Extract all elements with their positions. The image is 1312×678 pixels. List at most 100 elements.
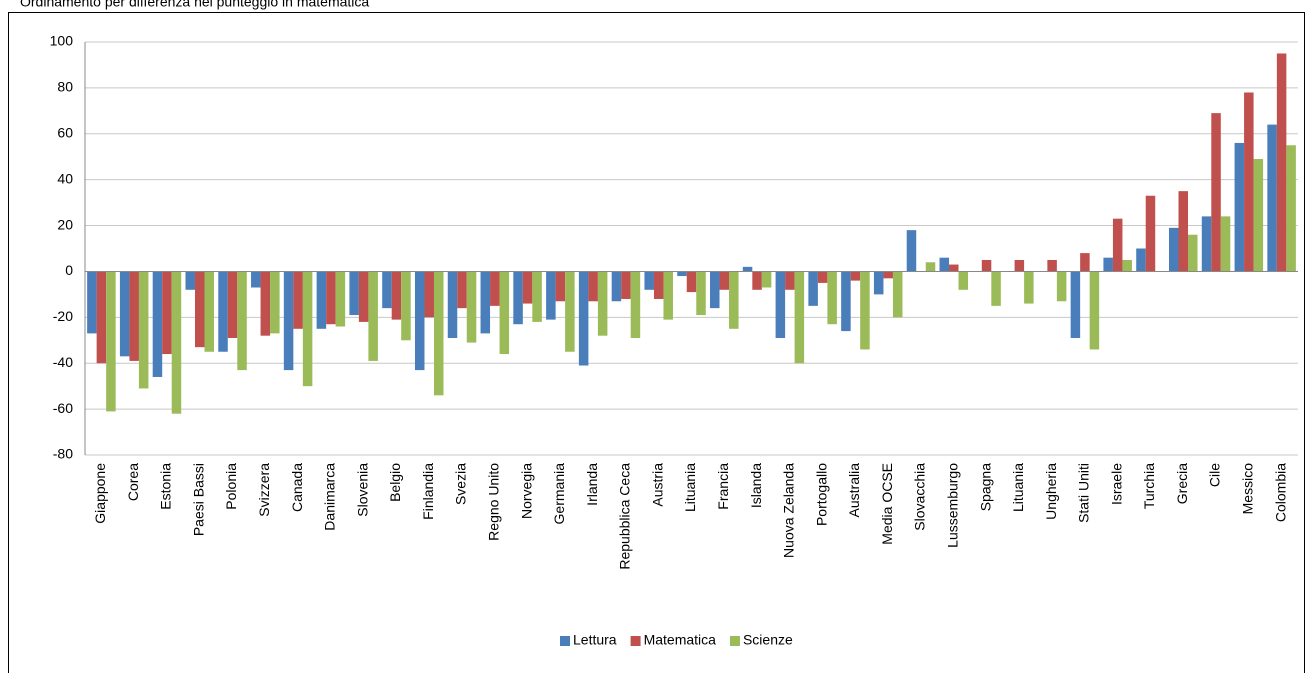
bar [808, 271, 818, 305]
x-tick-label: Islanda [748, 463, 764, 508]
y-tick-label: -80 [53, 446, 73, 462]
bar [1244, 92, 1254, 271]
bar [368, 271, 378, 360]
bar [1024, 271, 1034, 303]
x-tick-label: Estonia [158, 463, 174, 510]
bar [982, 260, 992, 271]
bar [1090, 271, 1100, 349]
y-tick-label: 80 [57, 79, 73, 95]
bar [818, 271, 828, 282]
x-tick-label: Slovenia [354, 463, 370, 517]
bar [1146, 196, 1156, 272]
bar [1136, 249, 1146, 272]
bar [303, 271, 313, 386]
x-tick-label: Slovacchia [912, 463, 928, 531]
x-tick-label: Svizzera [256, 463, 272, 517]
x-tick-label: Lussemburgo [944, 463, 960, 548]
x-tick-label: Colombia [1272, 463, 1288, 522]
bar [841, 271, 851, 331]
bar [1103, 258, 1113, 272]
bar [251, 271, 261, 287]
bar [1169, 228, 1179, 272]
x-tick-label: Lituania [1010, 463, 1026, 512]
legend-swatch [560, 636, 570, 646]
y-tick-label: 40 [57, 170, 73, 186]
bar [851, 271, 861, 280]
bar [1267, 125, 1277, 272]
x-tick-label: Canada [289, 463, 305, 512]
bar [204, 271, 214, 351]
bar [349, 271, 359, 315]
bar [448, 271, 458, 338]
x-tick-label: Turchia [1141, 463, 1157, 509]
bar [1071, 271, 1081, 338]
bar [195, 271, 205, 347]
bar [172, 271, 182, 413]
bar [228, 271, 238, 338]
y-tick-label: -40 [53, 354, 73, 370]
bar [523, 271, 533, 303]
bar [752, 271, 762, 289]
x-tick-label: Israele [1108, 463, 1124, 505]
bar [415, 271, 425, 370]
x-tick-label: Stati Uniti [1076, 463, 1092, 523]
x-tick-label: Cile [1207, 463, 1223, 487]
bar [1277, 53, 1287, 271]
bar [893, 271, 903, 317]
legend-label: Lettura [573, 632, 617, 648]
bar [612, 271, 622, 301]
bar [631, 271, 641, 338]
bar [1254, 159, 1264, 271]
x-tick-label: Belgio [387, 463, 403, 502]
bar [490, 271, 500, 305]
chart-title: Ordinamento per differenza nel punteggio… [20, 0, 369, 10]
y-tick-label: -60 [53, 400, 73, 416]
bar [546, 271, 556, 319]
bar [907, 230, 917, 271]
bar [874, 271, 884, 294]
legend-swatch [631, 636, 641, 646]
bar [336, 271, 346, 326]
x-tick-label: Grecia [1174, 463, 1190, 504]
x-tick-label: Germania [551, 463, 567, 525]
bar [392, 271, 402, 319]
bar [359, 271, 369, 321]
bar [500, 271, 510, 354]
x-tick-label: Australia [846, 463, 862, 518]
bar [762, 271, 772, 287]
bar [785, 271, 795, 289]
bar [237, 271, 247, 370]
bar [729, 271, 739, 328]
x-tick-label: Lituania [682, 463, 698, 512]
bar [1286, 145, 1296, 271]
bar [1188, 235, 1198, 272]
x-tick-label: Repubblica Ceca [617, 463, 633, 570]
bar [1122, 260, 1132, 271]
bar [743, 267, 753, 272]
x-tick-label: Portogallo [813, 463, 829, 526]
x-tick-label: Corea [125, 463, 141, 501]
bar [162, 271, 172, 354]
bar [326, 271, 336, 324]
bar [1202, 216, 1212, 271]
x-tick-label: Paesi Bassi [190, 463, 206, 536]
bar [579, 271, 589, 365]
y-tick-label: 20 [57, 216, 73, 232]
bar [795, 271, 805, 363]
x-tick-label: Polonia [223, 463, 239, 510]
bar [598, 271, 608, 335]
bar [218, 271, 228, 351]
x-tick-label: Finlandia [420, 463, 436, 520]
x-tick-label: Austria [649, 463, 665, 507]
bar [481, 271, 491, 333]
bar [677, 271, 687, 276]
x-tick-label: Danimarca [322, 463, 338, 531]
bar [1179, 191, 1189, 271]
bar [1211, 113, 1221, 271]
bar [926, 262, 936, 271]
bar [120, 271, 130, 356]
x-tick-label: Spagna [977, 463, 993, 511]
bar [1235, 143, 1245, 271]
bar [434, 271, 444, 395]
